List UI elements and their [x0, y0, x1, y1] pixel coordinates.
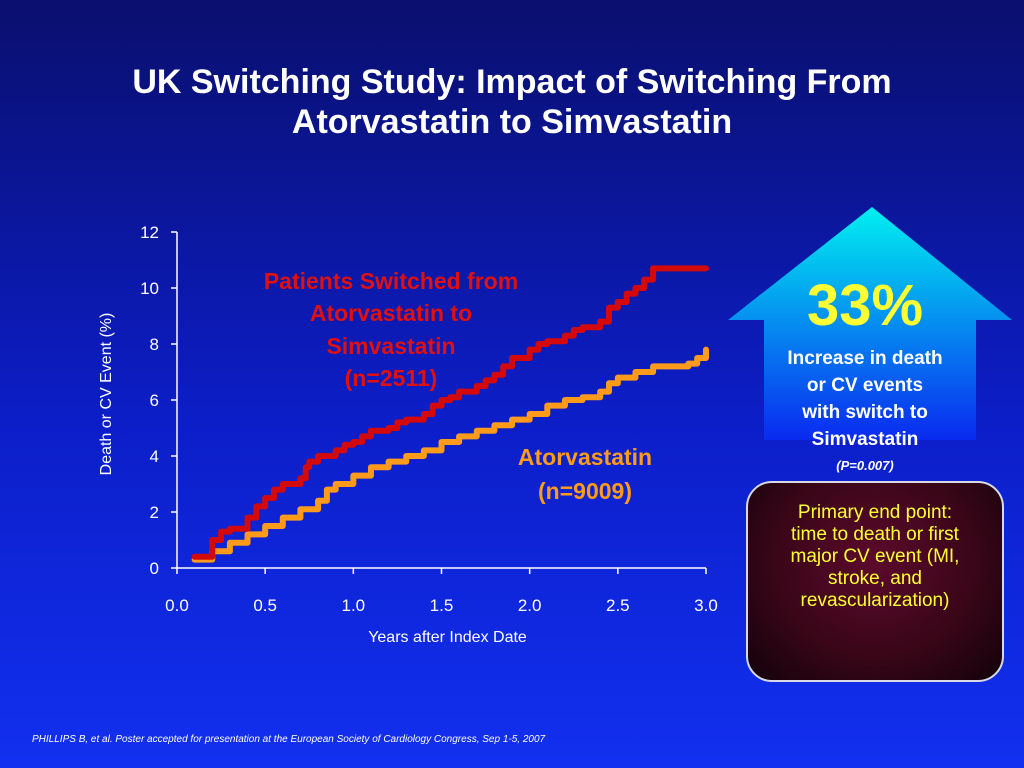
x-axis-title: Years after Index Date [368, 629, 527, 646]
x-tick-label: 2.5 [606, 596, 630, 615]
endpoint-line: major CV event (MI, [790, 545, 960, 567]
atorvastatin-series-label: Atorvastatin [518, 444, 652, 470]
series-layer [191, 265, 709, 563]
endpoint-line: revascularization) [800, 589, 950, 611]
y-tick-label: 4 [150, 447, 159, 466]
endpoint-text: Primary end point: time to death or firs… [760, 502, 990, 612]
x-tick-label: 0.5 [253, 596, 277, 615]
increase-desc-line: with switch to [802, 402, 928, 423]
switched-series-label: (n=2511) [345, 365, 438, 391]
axes: 0 2 4 6 8 10 12 0.0 0.5 1.0 1.5 2.0 2.5 3.0 Years afte… [98, 223, 718, 646]
citation-footnote: PHILLIPS B, et al. Poster accepted for p… [32, 734, 546, 745]
x-tick-label: 3.0 [694, 596, 718, 615]
increase-desc-line: or CV events [806, 375, 924, 396]
switched-series-label: Atorvastatin to [310, 300, 472, 326]
atorvastatin-series-line [191, 346, 709, 563]
increase-desc-line: Simvastatin [811, 429, 919, 450]
endpoint-line: stroke, and [828, 567, 922, 589]
up-arrow-shape [728, 207, 1012, 440]
atorvastatin-series-label: (n=9009) [538, 478, 632, 504]
y-tick-label: 8 [150, 335, 159, 354]
increase-description: Increase in death or CV events with swit… [740, 345, 990, 453]
x-tick-label: 1.5 [430, 596, 454, 615]
increase-desc-line: Increase in death [787, 348, 943, 369]
switched-series-line [191, 265, 709, 560]
title-line-1: UK Switching Study: Impact of Switching … [132, 63, 892, 101]
y-tick-label: 12 [140, 223, 159, 242]
y-axis-title: Death or CV Event (%) [98, 313, 115, 476]
x-tick-label: 2.0 [518, 596, 542, 615]
switched-series-label: Patients Switched from [264, 268, 518, 294]
title-line-2: Atorvastatin to Simvastatin [291, 103, 733, 141]
y-tick-label: 2 [150, 503, 159, 522]
endpoint-line: Primary end point: [797, 501, 953, 523]
endpoint-line: time to death or first [791, 523, 959, 545]
slide-title: UK Switching Study: Impact of Switching … [0, 62, 1024, 142]
y-tick-label: 6 [150, 391, 159, 410]
p-value: (P=0.007) [836, 458, 894, 473]
y-tick-label: 10 [140, 279, 159, 298]
increase-percent: 33% [806, 273, 924, 338]
endpoint-callout-box: Primary end point: time to death or firs… [746, 481, 1004, 682]
switched-series-label: Simvastatin [326, 333, 455, 359]
x-tick-label: 1.0 [342, 596, 366, 615]
annotation-layer: Patients Switched from Atorvastatin to Sim… [264, 268, 652, 504]
x-tick-label: 0.0 [165, 596, 189, 615]
y-tick-label: 0 [150, 559, 159, 578]
